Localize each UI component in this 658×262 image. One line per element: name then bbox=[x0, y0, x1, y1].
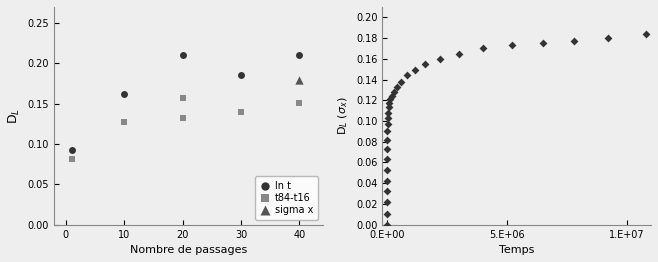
Point bbox=[569, 39, 580, 43]
Point bbox=[382, 212, 392, 216]
X-axis label: Nombre de passages: Nombre de passages bbox=[130, 245, 247, 255]
Point bbox=[395, 79, 406, 84]
Point bbox=[385, 97, 395, 101]
Point bbox=[392, 85, 402, 89]
Point bbox=[401, 73, 412, 78]
Point bbox=[382, 116, 393, 120]
ln t bbox=[178, 53, 188, 57]
Point bbox=[603, 36, 613, 40]
Point bbox=[420, 62, 431, 66]
t84-t16 bbox=[178, 96, 188, 100]
Point bbox=[382, 222, 392, 227]
Point bbox=[538, 41, 548, 45]
Point bbox=[507, 43, 517, 47]
Y-axis label: D$_L$: D$_L$ bbox=[7, 108, 22, 124]
Point bbox=[388, 90, 399, 94]
Point bbox=[382, 129, 393, 133]
Point bbox=[409, 68, 420, 72]
Point bbox=[383, 105, 393, 110]
t84-t16 bbox=[119, 120, 130, 124]
Point bbox=[382, 189, 392, 194]
t84-t16 bbox=[236, 110, 246, 114]
Point bbox=[454, 52, 465, 56]
Point bbox=[382, 179, 392, 183]
Point bbox=[386, 94, 397, 98]
Point bbox=[382, 168, 392, 172]
Point bbox=[641, 32, 651, 36]
sigma x bbox=[294, 77, 305, 81]
Point bbox=[382, 147, 392, 151]
ln t bbox=[236, 73, 246, 78]
ln t bbox=[66, 148, 77, 152]
Legend: ln t, t84-t16, sigma x: ln t, t84-t16, sigma x bbox=[255, 176, 318, 220]
t84-t16 bbox=[294, 101, 305, 105]
Point bbox=[382, 200, 392, 204]
X-axis label: Temps: Temps bbox=[499, 245, 534, 255]
ln t bbox=[294, 53, 305, 57]
Point bbox=[434, 57, 445, 61]
t84-t16 bbox=[66, 156, 77, 161]
t84-t16 bbox=[178, 116, 188, 120]
Point bbox=[478, 46, 488, 51]
Point bbox=[382, 122, 393, 126]
Point bbox=[382, 138, 393, 142]
Point bbox=[382, 157, 392, 161]
Y-axis label: D$_L$ ($\sigma_x$): D$_L$ ($\sigma_x$) bbox=[337, 96, 350, 135]
Point bbox=[383, 111, 393, 115]
ln t bbox=[119, 92, 130, 96]
Point bbox=[384, 101, 395, 105]
